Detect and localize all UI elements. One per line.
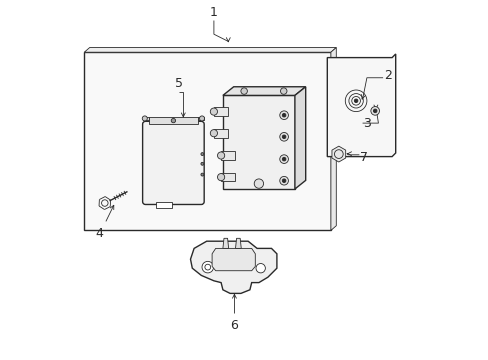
Polygon shape xyxy=(326,54,395,157)
Circle shape xyxy=(256,264,265,273)
Circle shape xyxy=(282,113,285,117)
Polygon shape xyxy=(84,52,330,230)
Text: 5: 5 xyxy=(175,77,183,90)
Text: 3: 3 xyxy=(363,117,370,130)
Circle shape xyxy=(210,108,217,115)
Text: 2: 2 xyxy=(384,69,391,82)
Circle shape xyxy=(210,130,217,137)
FancyBboxPatch shape xyxy=(142,121,204,204)
Polygon shape xyxy=(142,117,149,120)
Polygon shape xyxy=(294,87,305,189)
Circle shape xyxy=(201,173,203,176)
Circle shape xyxy=(373,109,376,113)
Polygon shape xyxy=(156,202,172,208)
Polygon shape xyxy=(331,146,345,162)
Polygon shape xyxy=(84,48,336,52)
Polygon shape xyxy=(197,117,204,120)
Circle shape xyxy=(370,107,379,115)
Circle shape xyxy=(282,157,285,161)
Polygon shape xyxy=(223,95,294,189)
Polygon shape xyxy=(223,87,305,95)
Text: 1: 1 xyxy=(209,6,217,19)
Circle shape xyxy=(241,88,247,94)
Circle shape xyxy=(217,152,224,159)
Polygon shape xyxy=(223,238,228,248)
Circle shape xyxy=(279,155,288,163)
Polygon shape xyxy=(330,48,336,230)
Polygon shape xyxy=(213,129,228,138)
Circle shape xyxy=(280,88,286,94)
Circle shape xyxy=(201,162,203,165)
Circle shape xyxy=(279,132,288,141)
Text: 4: 4 xyxy=(96,227,103,240)
Circle shape xyxy=(142,116,147,121)
Polygon shape xyxy=(190,241,276,293)
Text: 7: 7 xyxy=(360,151,367,164)
Circle shape xyxy=(217,174,224,181)
Text: 6: 6 xyxy=(230,319,238,332)
Circle shape xyxy=(199,116,204,121)
Circle shape xyxy=(282,135,285,139)
Polygon shape xyxy=(213,107,228,116)
Circle shape xyxy=(354,99,357,103)
Polygon shape xyxy=(221,173,235,181)
Circle shape xyxy=(202,261,213,273)
Polygon shape xyxy=(149,117,197,124)
Circle shape xyxy=(254,179,263,188)
Polygon shape xyxy=(235,238,241,248)
Circle shape xyxy=(171,118,175,123)
Polygon shape xyxy=(212,248,255,271)
Circle shape xyxy=(201,153,203,156)
Circle shape xyxy=(279,111,288,120)
Circle shape xyxy=(282,179,285,183)
Circle shape xyxy=(279,176,288,185)
Polygon shape xyxy=(221,151,235,160)
